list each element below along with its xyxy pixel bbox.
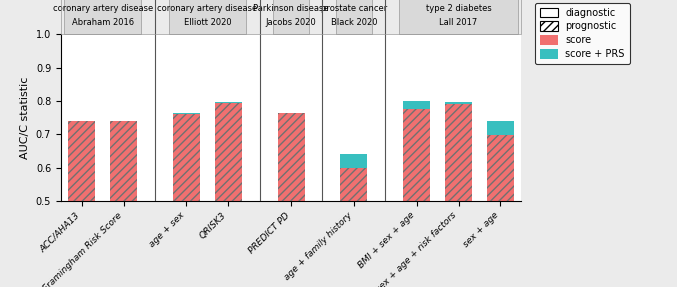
Y-axis label: AUC/C statistic: AUC/C statistic — [20, 76, 30, 159]
Bar — [215, 102, 242, 103]
Bar — [341, 168, 368, 201]
Bar — [487, 121, 514, 135]
Bar — [445, 104, 472, 201]
Bar — [278, 113, 305, 201]
Text: Parkinson disease: Parkinson disease — [253, 4, 329, 13]
Bar — [110, 121, 137, 201]
Bar — [403, 101, 431, 109]
Text: type 2 diabetes: type 2 diabetes — [426, 4, 492, 13]
Bar — [68, 121, 95, 201]
Text: Abraham 2016: Abraham 2016 — [72, 18, 134, 28]
Bar — [487, 135, 514, 201]
Bar — [173, 113, 200, 114]
Bar — [68, 121, 95, 201]
Bar — [215, 103, 242, 201]
Bar — [173, 114, 200, 201]
Bar — [341, 154, 368, 168]
Bar — [341, 168, 368, 201]
Bar — [403, 109, 431, 201]
Text: prostate cancer: prostate cancer — [321, 4, 387, 13]
Legend: diagnostic, prognostic, score, score + PRS: diagnostic, prognostic, score, score + P… — [536, 3, 630, 64]
Text: Lall 2017: Lall 2017 — [439, 18, 478, 28]
Bar — [445, 102, 472, 104]
Text: coronary artery disease: coronary artery disease — [53, 4, 153, 13]
Bar — [173, 114, 200, 201]
Text: Black 2020: Black 2020 — [330, 18, 377, 28]
Bar — [215, 103, 242, 201]
Text: Jacobs 2020: Jacobs 2020 — [266, 18, 316, 28]
Text: Elliott 2020: Elliott 2020 — [183, 18, 232, 28]
Bar — [278, 113, 305, 201]
Bar — [110, 121, 137, 201]
Bar — [487, 135, 514, 201]
Bar — [445, 104, 472, 201]
Text: coronary artery disease: coronary artery disease — [157, 4, 257, 13]
Bar — [403, 109, 431, 201]
